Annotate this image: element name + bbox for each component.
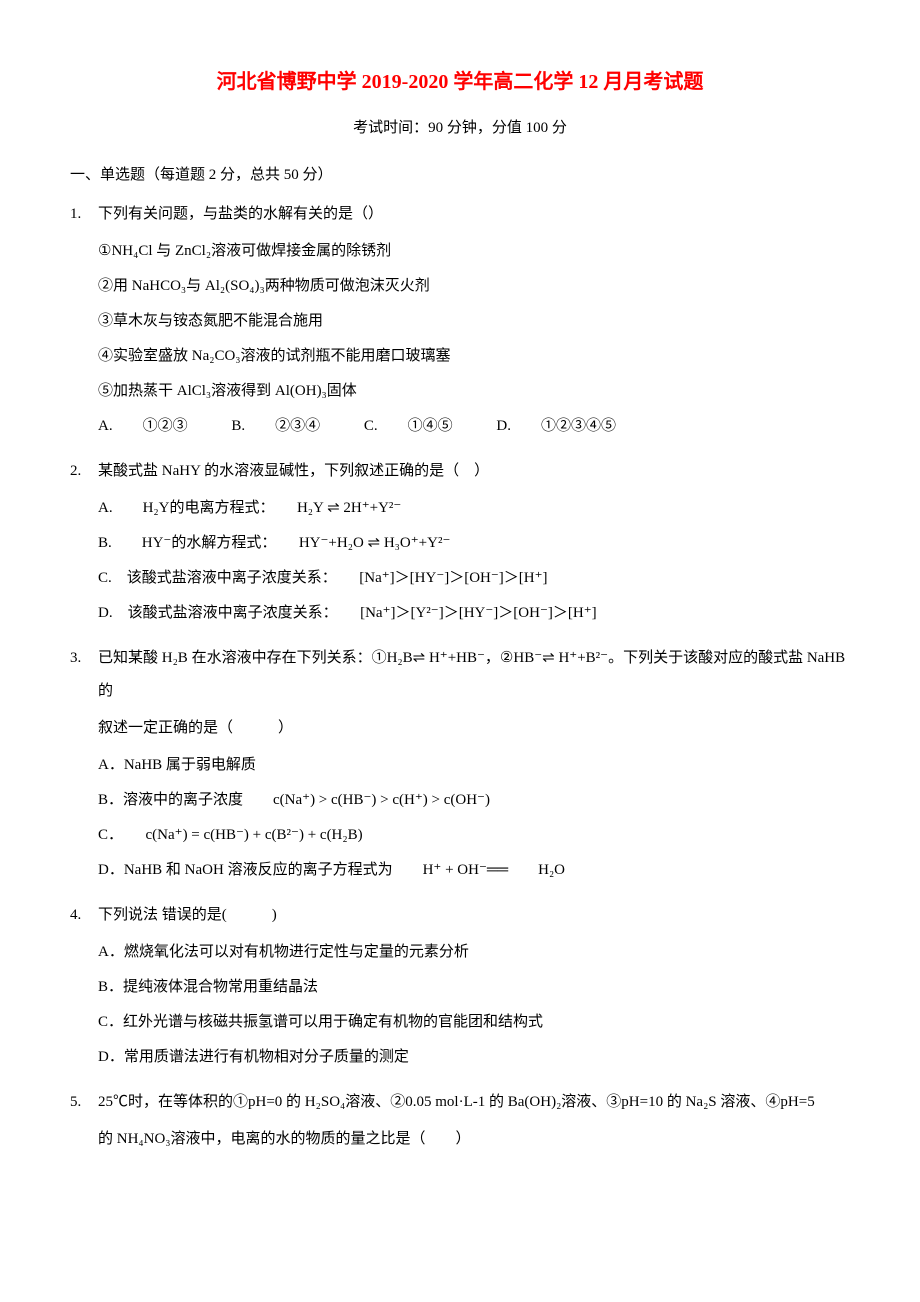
question-stem: 下列有关问题，与盐类的水解有关的是（） [98, 198, 850, 231]
question-4: 4. 下列说法 错误的是( ) A．燃烧氧化法可以对有机物进行定性与定量的元素分… [70, 899, 850, 1076]
option-a: A．燃烧氧化法可以对有机物进行定性与定量的元素分析 [98, 936, 850, 969]
question-stem: 某酸式盐 NaHY 的水溶液显碱性，下列叙述正确的是（ ） [98, 455, 850, 488]
option-d: D．NaHB 和 NaOH 溶液反应的离子方程式为 H⁺ + OH⁻══ H₂O [98, 854, 850, 887]
question-number: 2. [70, 455, 98, 632]
question-number: 3. [70, 642, 98, 889]
question-number: 4. [70, 899, 98, 1076]
option-b: B. ②③④ [231, 418, 320, 434]
question-body: 25℃时，在等体积的①pH=0 的 H₂SO₄溶液、②0.05 mol·L-1 … [98, 1086, 850, 1160]
option-c: C. 该酸式盐溶液中离子浓度关系： [Na⁺]＞[HY⁻]＞[OH⁻]＞[H⁺] [98, 562, 850, 595]
option-c: C. ①④⑤ [364, 418, 453, 434]
question-number: 1. [70, 198, 98, 445]
question-item: ①NH₄Cl 与 ZnCl₂溶液可做焊接金属的除锈剂 [98, 235, 850, 268]
question-3: 3. 已知某酸 H₂B 在水溶液中存在下列关系：①H₂B⇌ H⁺+HB⁻，②HB… [70, 642, 850, 889]
question-stem-line2: 的 NH₄NO₃溶液中，电离的水的物质的量之比是（ ） [98, 1123, 850, 1156]
option-d: D. ①②③④⑤ [496, 418, 616, 434]
question-stem: 下列说法 错误的是( ) [98, 899, 850, 932]
option-d: D．常用质谱法进行有机物相对分子质量的测定 [98, 1041, 850, 1074]
question-body: 下列说法 错误的是( ) A．燃烧氧化法可以对有机物进行定性与定量的元素分析 B… [98, 899, 850, 1076]
question-1: 1. 下列有关问题，与盐类的水解有关的是（） ①NH₄Cl 与 ZnCl₂溶液可… [70, 198, 850, 445]
option-c: C． c(Na⁺) = c(HB⁻) + c(B²⁻) + c(H₂B) [98, 819, 850, 852]
question-options: A. ①②③ B. ②③④ C. ①④⑤ D. ①②③④⑤ [98, 410, 850, 443]
option-b: B．溶液中的离子浓度 c(Na⁺) > c(HB⁻) > c(H⁺) > c(O… [98, 784, 850, 817]
exam-title: 河北省博野中学 2019-2020 学年高二化学 12 月月考试题 [70, 60, 850, 104]
question-2: 2. 某酸式盐 NaHY 的水溶液显碱性，下列叙述正确的是（ ） A. H₂Y的… [70, 455, 850, 632]
option-b: B．提纯液体混合物常用重结晶法 [98, 971, 850, 1004]
question-number: 5. [70, 1086, 98, 1160]
option-b: B. HY⁻的水解方程式： HY⁻+H₂O ⇌ H₃O⁺+Y²⁻ [98, 527, 850, 560]
exam-subtitle: 考试时间：90 分钟，分值 100 分 [70, 112, 850, 145]
option-d: D. 该酸式盐溶液中离子浓度关系： [Na⁺]＞[Y²⁻]＞[HY⁻]＞[OH⁻… [98, 597, 850, 630]
question-item: ②用 NaHCO₃与 Al₂(SO₄)₃两种物质可做泡沫灭火剂 [98, 270, 850, 303]
question-stem-line1: 25℃时，在等体积的①pH=0 的 H₂SO₄溶液、②0.05 mol·L-1 … [98, 1086, 850, 1119]
question-item: ⑤加热蒸干 AlCl₃溶液得到 Al(OH)₃固体 [98, 375, 850, 408]
question-body: 已知某酸 H₂B 在水溶液中存在下列关系：①H₂B⇌ H⁺+HB⁻，②HB⁻⇌ … [98, 642, 850, 889]
option-c: C．红外光谱与核磁共振氢谱可以用于确定有机物的官能团和结构式 [98, 1006, 850, 1039]
question-body: 下列有关问题，与盐类的水解有关的是（） ①NH₄Cl 与 ZnCl₂溶液可做焊接… [98, 198, 850, 445]
option-a: A．NaHB 属于弱电解质 [98, 749, 850, 782]
question-stem-line1: 已知某酸 H₂B 在水溶液中存在下列关系：①H₂B⇌ H⁺+HB⁻，②HB⁻⇌ … [98, 642, 850, 708]
question-item: ③草木灰与铵态氮肥不能混合施用 [98, 305, 850, 338]
option-a: A. H₂Y的电离方程式： H₂Y ⇌ 2H⁺+Y²⁻ [98, 492, 850, 525]
option-a: A. ①②③ [98, 418, 188, 434]
question-item: ④实验室盛放 Na₂CO₃溶液的试剂瓶不能用磨口玻璃塞 [98, 340, 850, 373]
question-stem-line2: 叙述一定正确的是（ ） [98, 712, 850, 745]
section-header: 一、单选题（每道题 2 分，总共 50 分） [70, 159, 850, 192]
question-body: 某酸式盐 NaHY 的水溶液显碱性，下列叙述正确的是（ ） A. H₂Y的电离方… [98, 455, 850, 632]
question-5: 5. 25℃时，在等体积的①pH=0 的 H₂SO₄溶液、②0.05 mol·L… [70, 1086, 850, 1160]
